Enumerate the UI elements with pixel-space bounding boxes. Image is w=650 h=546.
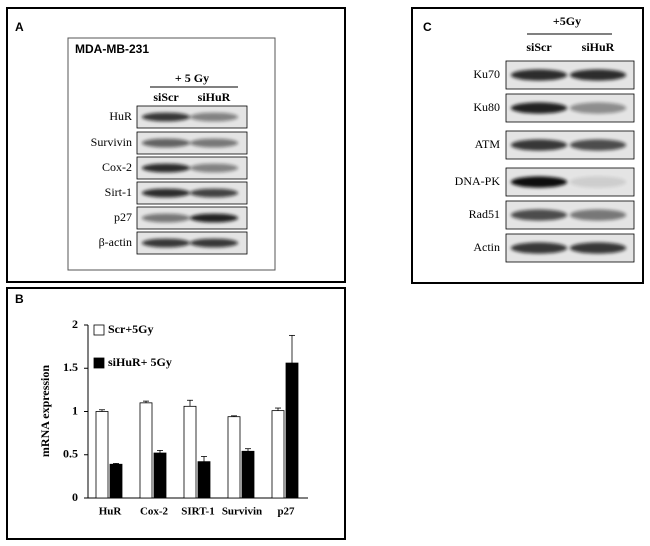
band bbox=[189, 213, 239, 223]
bar bbox=[183, 405, 197, 499]
x-tick-label: SIRT-1 bbox=[181, 506, 214, 518]
protein-label: β-actin bbox=[99, 235, 132, 249]
panel-label: C bbox=[423, 20, 432, 34]
error-bar bbox=[231, 415, 237, 417]
protein-label: Ku70 bbox=[473, 67, 500, 81]
error-bar bbox=[289, 334, 295, 364]
y-tick-label: 0 bbox=[72, 490, 78, 504]
error-bar bbox=[187, 399, 193, 407]
protein-label: Survivin bbox=[91, 135, 132, 149]
cell-line: MDA-MB-231 bbox=[75, 42, 149, 56]
bar bbox=[95, 411, 109, 499]
band bbox=[569, 209, 627, 221]
y-tick-label: 1.5 bbox=[63, 360, 78, 374]
lane-label: siHuR bbox=[582, 40, 615, 54]
legend-label: siHuR+ 5Gy bbox=[108, 355, 172, 369]
protein-label: Sirt-1 bbox=[105, 185, 132, 199]
x-tick-label: p27 bbox=[277, 506, 295, 518]
band bbox=[189, 112, 239, 122]
bar bbox=[197, 461, 211, 499]
bar bbox=[227, 416, 241, 499]
panel-a-frame bbox=[6, 7, 346, 283]
band bbox=[569, 139, 627, 151]
band bbox=[569, 69, 627, 81]
band bbox=[141, 163, 191, 173]
bar bbox=[271, 410, 285, 499]
legend-swatch bbox=[93, 324, 105, 336]
band bbox=[569, 176, 627, 188]
band bbox=[141, 112, 191, 122]
band bbox=[189, 188, 239, 198]
y-tick-label: 0.5 bbox=[63, 447, 78, 461]
panel-a-inner bbox=[67, 37, 276, 271]
x-tick-label: Survivin bbox=[222, 506, 262, 518]
protein-label: Cox-2 bbox=[102, 160, 132, 174]
error-bar bbox=[113, 462, 119, 465]
error-bar bbox=[245, 448, 251, 452]
band bbox=[510, 139, 568, 151]
band bbox=[189, 138, 239, 148]
panel-label: A bbox=[15, 20, 24, 34]
bar bbox=[139, 402, 153, 499]
band bbox=[510, 102, 568, 114]
y-axis-label: mRNA expression bbox=[38, 365, 52, 457]
band bbox=[510, 69, 568, 81]
band bbox=[510, 242, 568, 254]
legend-label: Scr+5Gy bbox=[108, 322, 154, 336]
y-tick-label: 1 bbox=[72, 403, 78, 417]
band bbox=[141, 213, 191, 223]
panel-b-frame bbox=[6, 287, 346, 540]
bar bbox=[241, 450, 255, 499]
band bbox=[510, 176, 568, 188]
bar bbox=[285, 362, 299, 499]
error-bar bbox=[157, 450, 163, 454]
bar bbox=[153, 452, 167, 499]
protein-label: p27 bbox=[114, 210, 132, 224]
treatment: + 5 Gy bbox=[175, 71, 209, 85]
treatment: +5Gy bbox=[553, 14, 581, 28]
error-bar bbox=[143, 400, 149, 403]
x-tick-label: HuR bbox=[99, 506, 123, 518]
lane-label: siScr bbox=[153, 90, 179, 104]
band bbox=[189, 163, 239, 173]
protein-label: HuR bbox=[109, 109, 132, 123]
protein-label: ATM bbox=[475, 137, 501, 151]
band bbox=[141, 238, 191, 248]
legend-swatch bbox=[93, 357, 105, 369]
error-bar bbox=[99, 409, 105, 412]
panel-c-frame bbox=[411, 7, 644, 284]
band bbox=[189, 238, 239, 248]
protein-label: Ku80 bbox=[473, 100, 500, 114]
panel-label: B bbox=[15, 292, 24, 306]
protein-label: DNA-PK bbox=[455, 174, 501, 188]
band bbox=[510, 209, 568, 221]
band bbox=[141, 138, 191, 148]
protein-label: Actin bbox=[473, 240, 500, 254]
y-tick-label: 2 bbox=[72, 317, 78, 331]
x-tick-label: Cox-2 bbox=[140, 506, 169, 518]
error-bar bbox=[275, 407, 281, 411]
protein-label: Rad51 bbox=[469, 207, 500, 221]
band bbox=[569, 242, 627, 254]
lane-label: siHuR bbox=[198, 90, 231, 104]
band bbox=[569, 102, 627, 114]
band bbox=[141, 188, 191, 198]
bar bbox=[109, 463, 123, 499]
error-bar bbox=[201, 456, 207, 462]
lane-label: siScr bbox=[526, 40, 552, 54]
